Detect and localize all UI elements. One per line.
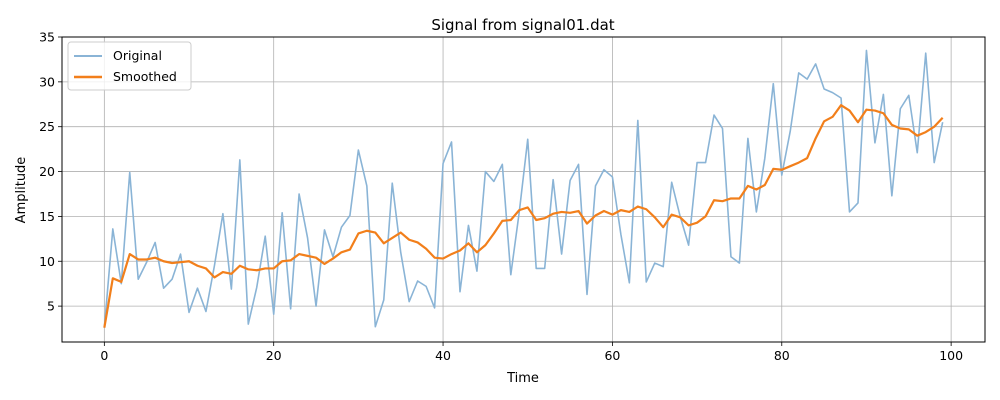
x-tick-label: 0 — [100, 348, 108, 363]
x-tick-label: 40 — [435, 348, 451, 363]
y-tick-label: 10 — [39, 254, 55, 269]
x-axis-label: Time — [506, 371, 539, 386]
legend-label-original: Original — [113, 48, 162, 63]
x-tick-label: 60 — [604, 348, 620, 363]
ticks: 0 20 40 60 80 100 5 10 15 20 25 30 35 — [39, 30, 963, 364]
y-tick-label: 5 — [47, 299, 55, 314]
y-axis-label: Amplitude — [14, 157, 29, 224]
series-line-original — [103, 49, 944, 328]
y-tick-label: 30 — [39, 74, 55, 89]
plot-frame — [61, 36, 986, 343]
y-tick-label: 25 — [39, 119, 55, 134]
legend-label-smoothed: Smoothed — [113, 69, 177, 84]
y-tick-label: 20 — [39, 164, 55, 179]
y-tick-label: 35 — [39, 30, 55, 45]
chart-title: Signal from signal01.dat — [431, 16, 614, 34]
y-tick-label: 15 — [39, 209, 55, 224]
legend: Original Smoothed — [67, 41, 192, 91]
x-tick-label: 20 — [266, 348, 282, 363]
plot-lines — [103, 49, 944, 328]
x-tick-label: 100 — [939, 348, 963, 363]
x-tick-label: 80 — [774, 348, 790, 363]
series-line-smoothed — [103, 104, 944, 328]
